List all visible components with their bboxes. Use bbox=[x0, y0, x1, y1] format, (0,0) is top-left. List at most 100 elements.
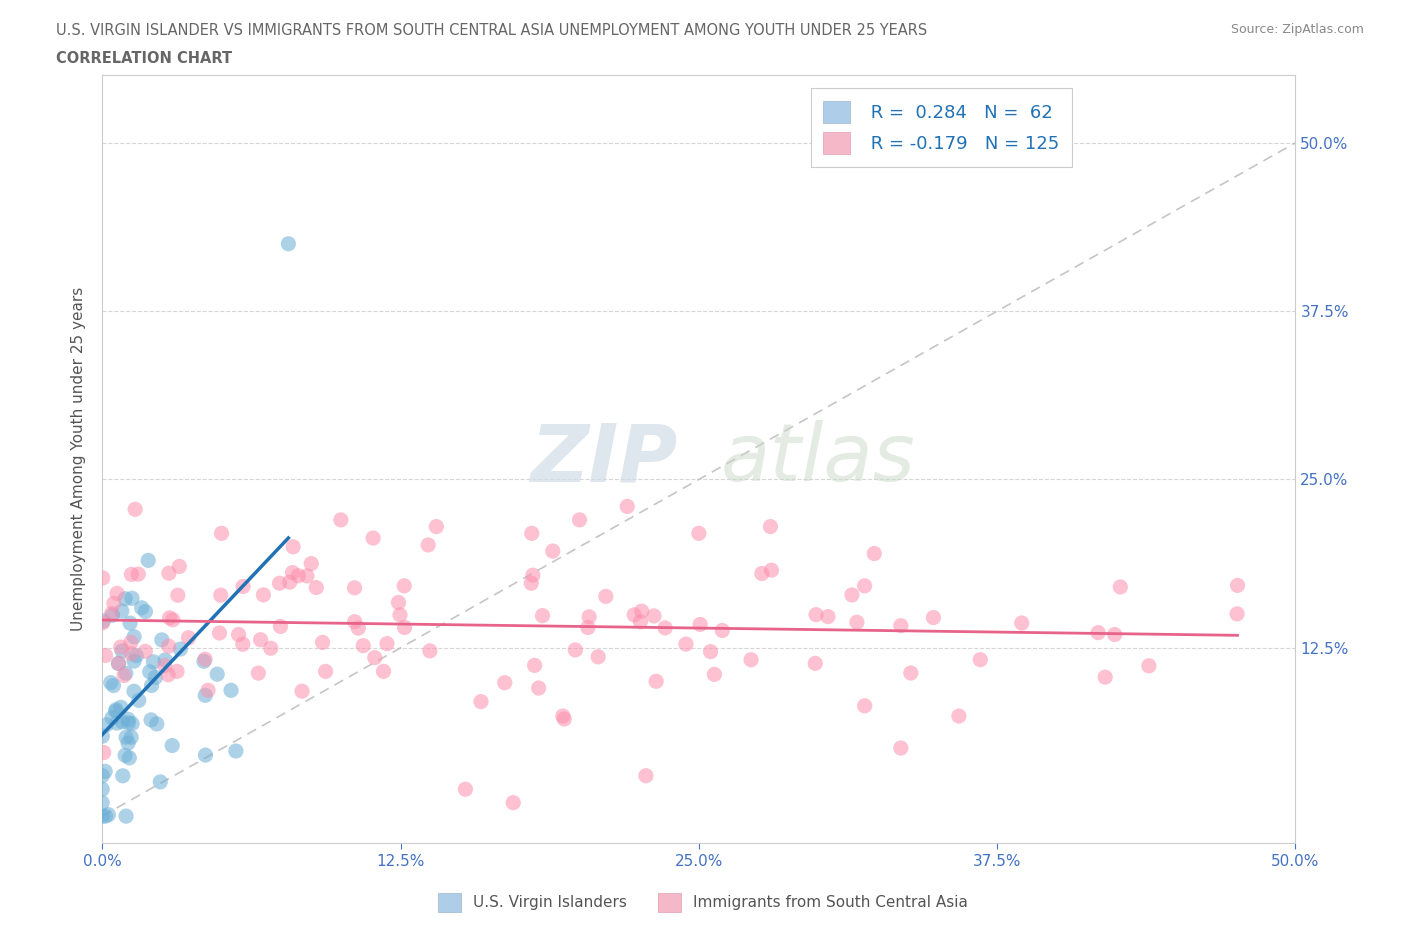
Point bbox=[299, 556, 322, 571]
Point bbox=[269, 619, 291, 634]
Point bbox=[121, 591, 143, 605]
Point bbox=[194, 652, 217, 667]
Point bbox=[136, 553, 159, 568]
Point bbox=[845, 615, 868, 630]
Point bbox=[208, 626, 231, 641]
Point bbox=[347, 620, 370, 635]
Point bbox=[311, 635, 333, 650]
Point bbox=[523, 658, 546, 672]
Point bbox=[177, 631, 200, 645]
Point bbox=[117, 736, 139, 751]
Point bbox=[388, 607, 411, 622]
Point bbox=[91, 729, 114, 744]
Point bbox=[551, 709, 574, 724]
Point bbox=[352, 638, 374, 653]
Point bbox=[564, 643, 586, 658]
Point bbox=[576, 620, 599, 635]
Point bbox=[520, 576, 543, 591]
Point bbox=[91, 570, 114, 585]
Point bbox=[922, 610, 945, 625]
Point bbox=[120, 567, 142, 582]
Legend:  R =  0.284   N =  62,  R = -0.179   N = 125: R = 0.284 N = 62, R = -0.179 N = 125 bbox=[811, 88, 1071, 166]
Point bbox=[527, 681, 550, 696]
Point bbox=[97, 807, 120, 822]
Point bbox=[948, 709, 970, 724]
Point bbox=[900, 666, 922, 681]
Point bbox=[159, 610, 181, 625]
Text: ZIP: ZIP bbox=[530, 420, 678, 498]
Point bbox=[232, 579, 254, 594]
Point bbox=[740, 652, 762, 667]
Point bbox=[863, 546, 886, 561]
Point bbox=[1087, 625, 1109, 640]
Point bbox=[225, 744, 247, 759]
Point bbox=[361, 531, 384, 546]
Point bbox=[232, 637, 254, 652]
Point bbox=[394, 578, 416, 593]
Point bbox=[689, 617, 711, 631]
Point bbox=[103, 678, 125, 693]
Point bbox=[531, 608, 554, 623]
Point bbox=[120, 635, 142, 650]
Point bbox=[96, 717, 118, 732]
Point bbox=[139, 712, 162, 727]
Point bbox=[853, 578, 876, 593]
Point bbox=[93, 745, 115, 760]
Point bbox=[541, 544, 564, 559]
Point bbox=[291, 684, 314, 698]
Point bbox=[105, 586, 128, 601]
Point bbox=[675, 637, 697, 652]
Point bbox=[105, 702, 128, 717]
Point bbox=[315, 664, 337, 679]
Point bbox=[247, 666, 270, 681]
Point bbox=[418, 538, 440, 552]
Point bbox=[343, 614, 366, 629]
Point bbox=[112, 668, 135, 683]
Point bbox=[1226, 606, 1249, 621]
Point bbox=[142, 655, 165, 670]
Point bbox=[94, 809, 117, 824]
Point bbox=[115, 730, 138, 745]
Legend: U.S. Virgin Islanders, Immigrants from South Central Asia: U.S. Virgin Islanders, Immigrants from S… bbox=[432, 887, 974, 918]
Point bbox=[134, 644, 156, 658]
Point bbox=[329, 512, 352, 527]
Point bbox=[630, 604, 652, 618]
Point bbox=[157, 668, 180, 683]
Point bbox=[111, 714, 134, 729]
Point bbox=[146, 716, 169, 731]
Point bbox=[373, 664, 395, 679]
Point bbox=[269, 576, 291, 591]
Point bbox=[94, 648, 117, 663]
Point bbox=[890, 740, 912, 755]
Point bbox=[645, 674, 668, 689]
Point bbox=[586, 649, 609, 664]
Point bbox=[595, 589, 617, 604]
Point bbox=[643, 608, 665, 623]
Y-axis label: Unemployment Among Youth under 25 years: Unemployment Among Youth under 25 years bbox=[72, 287, 86, 631]
Point bbox=[110, 640, 132, 655]
Point bbox=[654, 620, 676, 635]
Point bbox=[114, 591, 136, 606]
Point bbox=[160, 738, 183, 753]
Text: Source: ZipAtlas.com: Source: ZipAtlas.com bbox=[1230, 23, 1364, 36]
Point bbox=[107, 656, 129, 671]
Point bbox=[114, 666, 136, 681]
Point bbox=[100, 606, 122, 621]
Point bbox=[759, 519, 782, 534]
Point bbox=[162, 612, 184, 627]
Point bbox=[209, 588, 232, 603]
Point bbox=[101, 711, 124, 725]
Point bbox=[150, 632, 173, 647]
Point bbox=[100, 675, 122, 690]
Point bbox=[688, 525, 710, 540]
Point bbox=[1109, 579, 1132, 594]
Point bbox=[94, 764, 117, 778]
Point bbox=[699, 644, 721, 659]
Point bbox=[114, 748, 136, 763]
Point bbox=[260, 641, 283, 656]
Point bbox=[101, 607, 124, 622]
Point bbox=[205, 667, 228, 682]
Point bbox=[751, 566, 773, 581]
Point bbox=[630, 615, 652, 630]
Point bbox=[120, 646, 142, 661]
